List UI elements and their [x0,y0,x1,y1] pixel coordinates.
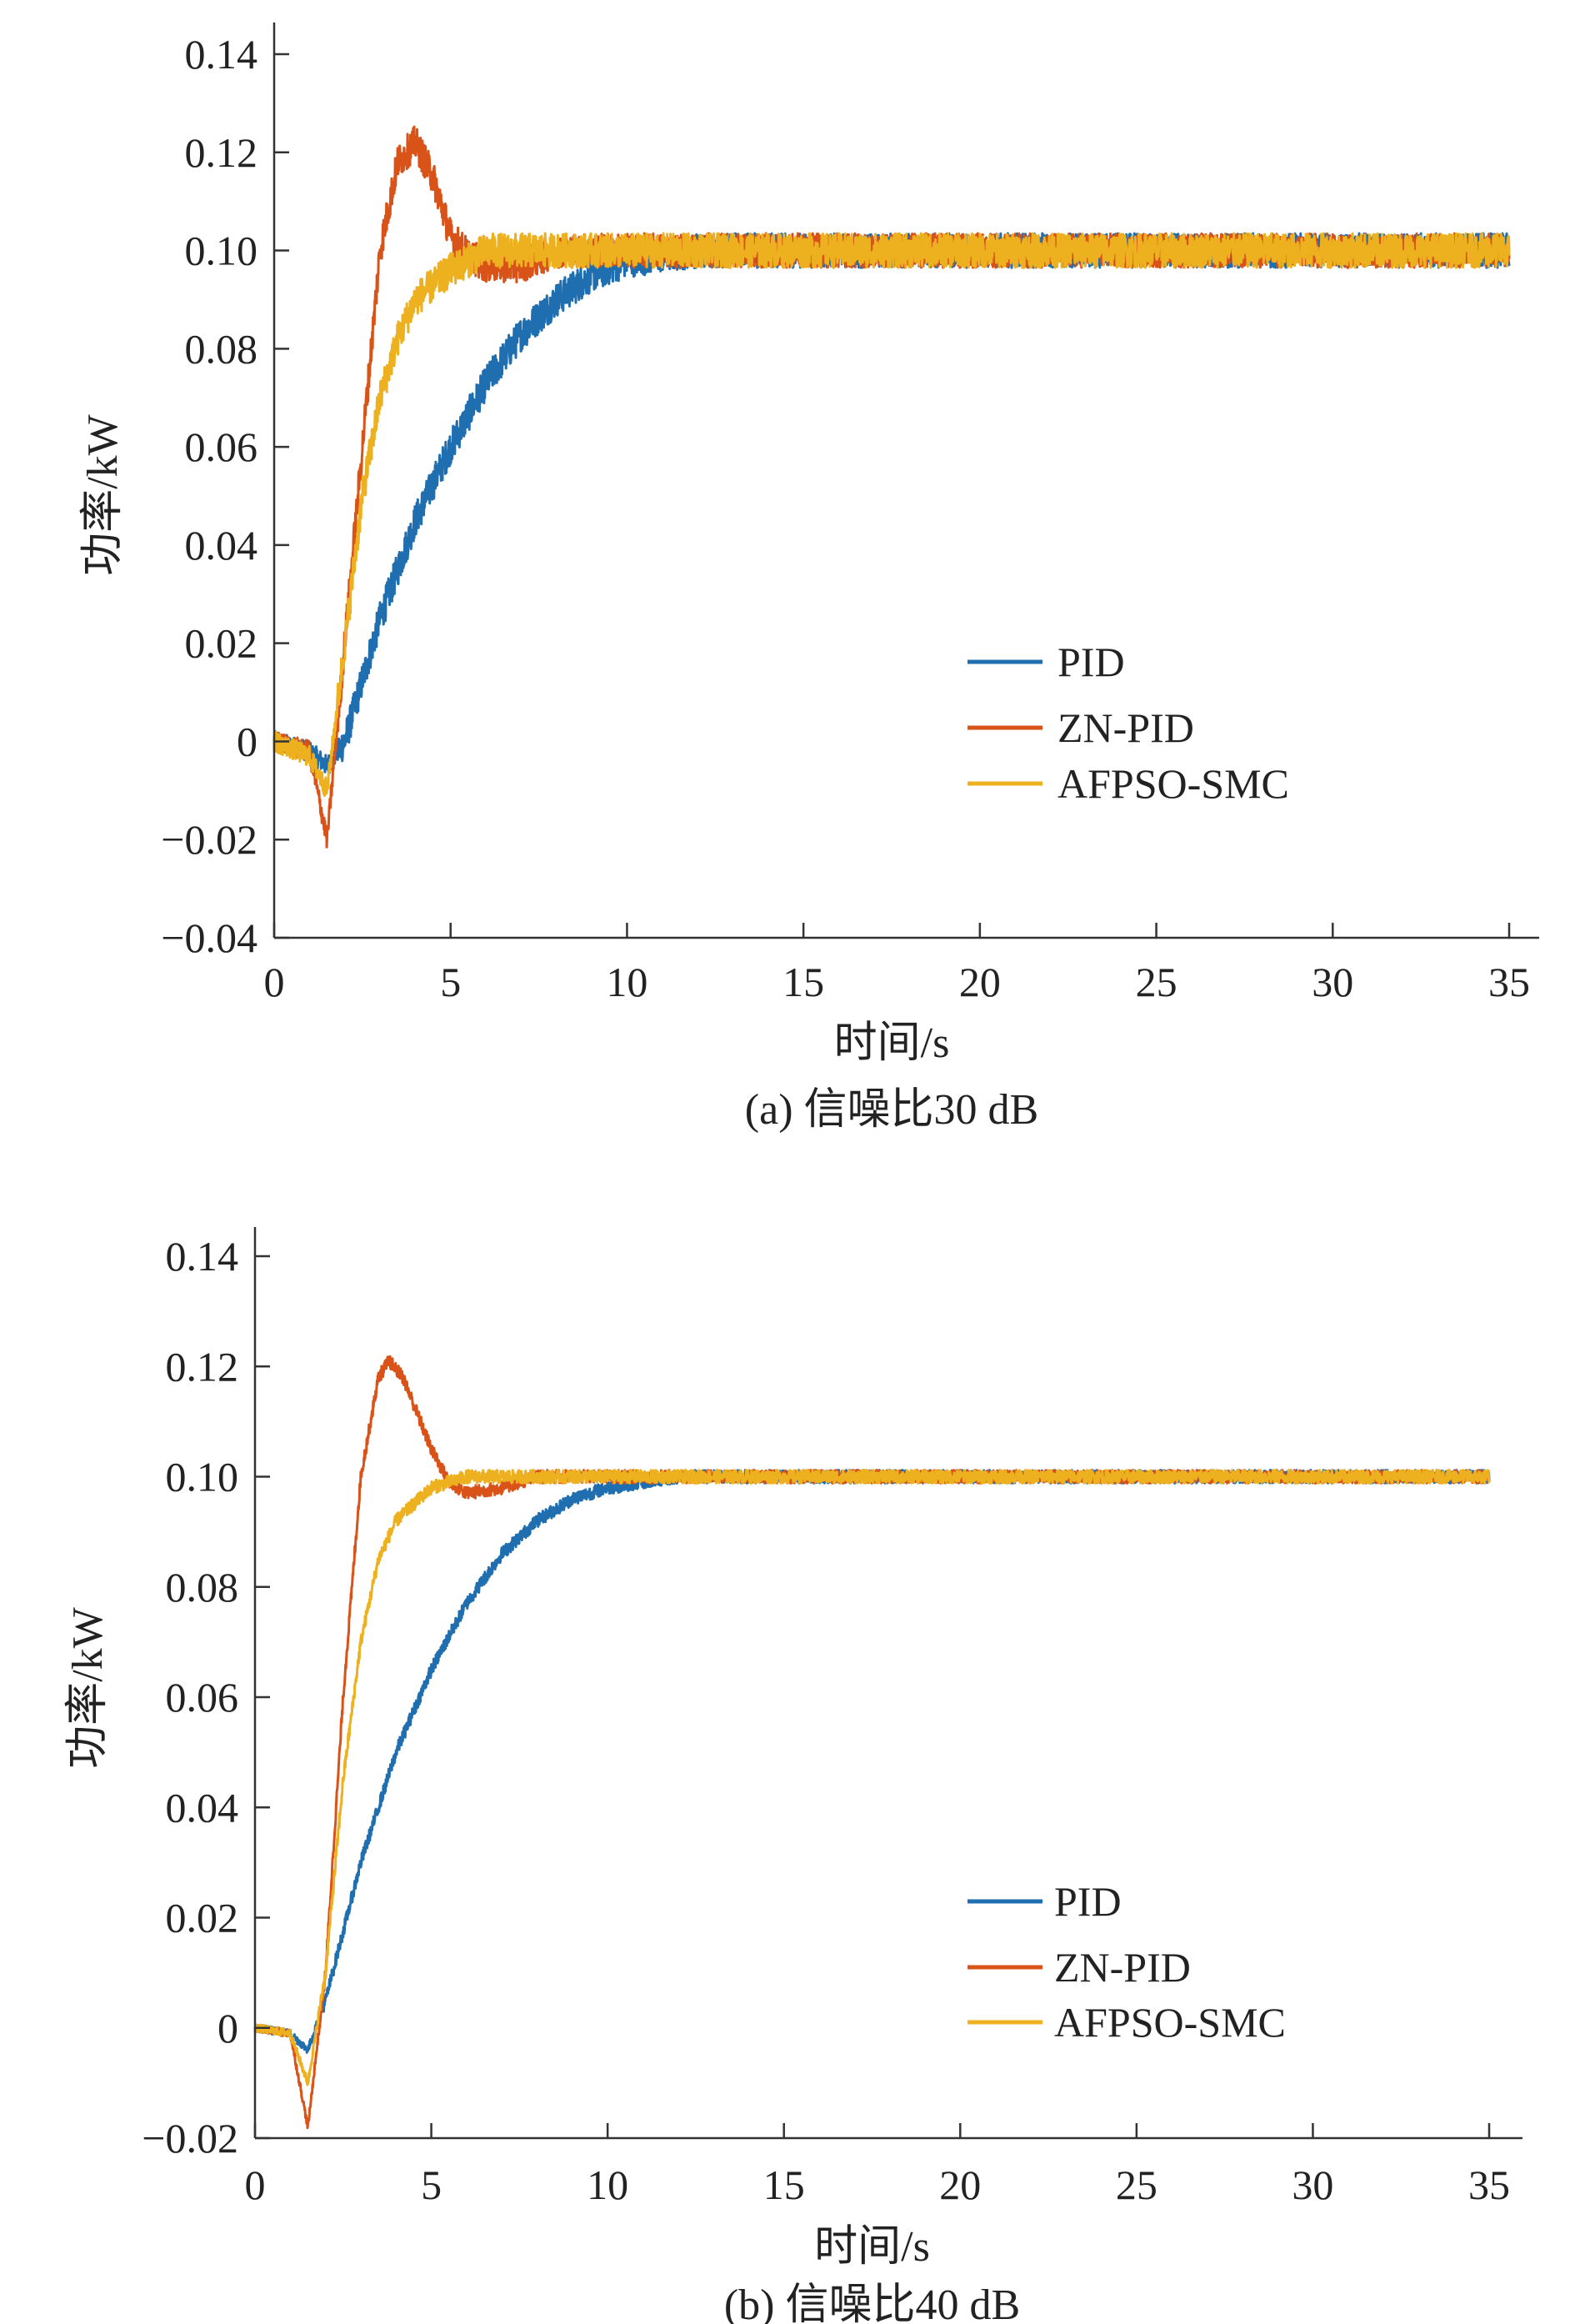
y-tick-label: 0 [218,2005,238,2051]
series-line-pid [272,232,1511,774]
series-line-pid [253,1469,1491,2054]
y-tick-label: −0.04 [161,914,258,961]
y-tick-label: 0.08 [185,325,258,372]
legend: PID ZN-PID AFPSO-SMC [968,639,1289,807]
series-line-afpso-smc [272,232,1511,797]
y-tick-label: −0.02 [161,816,258,863]
legend-label: AFPSO-SMC [1054,1999,1286,2046]
series-line-afpso-smc [253,1469,1491,2086]
y-tick-label: 0.06 [166,1674,239,1720]
y-axis-label: 功率/kW [64,1607,112,1769]
y-axis-label: 功率/kW [79,414,127,576]
y-tick-label: 0.06 [185,423,258,470]
y-tick-label: 0.12 [166,1343,239,1390]
y-tick-label: 0.04 [166,1784,239,1831]
y-tick-label: 0.04 [185,522,258,568]
x-axis-label: 时间/s [834,1019,950,1067]
x-tick-label: 35 [1488,959,1530,1005]
x-tick-label: 30 [1292,2161,1333,2208]
x-tick-label: 10 [587,2161,628,2208]
chart-b: 0 5 10 15 20 25 30 35−0.0200.020.040.060.080.10… [64,1227,1522,2324]
y-tick-label: 0.02 [185,620,258,667]
y-tick-label: 0.02 [166,1895,239,1941]
x-tick-label: 5 [440,959,461,1005]
y-tick-label: 0.14 [185,31,258,78]
x-axis-label: 时间/s [814,2223,930,2271]
x-tick-label: 15 [763,2161,805,2208]
legend-label: PID [1058,639,1125,685]
legend: PID ZN-PID AFPSO-SMC [968,1878,1286,2046]
chart-caption: (b) 信噪比40 dB [724,2281,1020,2324]
chart-caption: (a) 信噪比30 dB [745,1086,1038,1134]
x-tick-label: 35 [1468,2161,1510,2208]
y-tick-label: −0.02 [142,2115,238,2161]
x-tick-label: 5 [421,2161,442,2208]
y-tick-label: 0.12 [185,129,258,176]
chart-a: 0 5 10 15 20 25 30 35 −0.04 −0.02 0 0.02 0.04 0.06 0.0… [79,23,1539,1134]
y-tick-label: 0.08 [166,1564,239,1610]
y-tick-label: 0.14 [166,1233,239,1280]
x-tick-label: 30 [1312,959,1353,1005]
x-tick-label: 0 [245,2161,266,2208]
x-tick-label: 25 [1116,2161,1158,2208]
x-tick-label: 15 [782,959,824,1005]
x-tick-label: 20 [959,959,1001,1005]
legend-label: PID [1054,1878,1122,1925]
x-tick-label: 10 [606,959,648,1005]
x-tick-label: 0 [264,959,285,1005]
y-tick-label: 0 [237,718,258,764]
x-tick-label: 20 [939,2161,981,2208]
y-tick-label: 0.10 [166,1454,239,1500]
y-tick-label: 0.10 [185,228,258,274]
x-tick-label: 25 [1136,959,1178,1005]
legend-label: ZN-PID [1058,704,1194,751]
legend-label: ZN-PID [1054,1944,1191,1991]
legend-label: AFPSO-SMC [1058,760,1289,807]
